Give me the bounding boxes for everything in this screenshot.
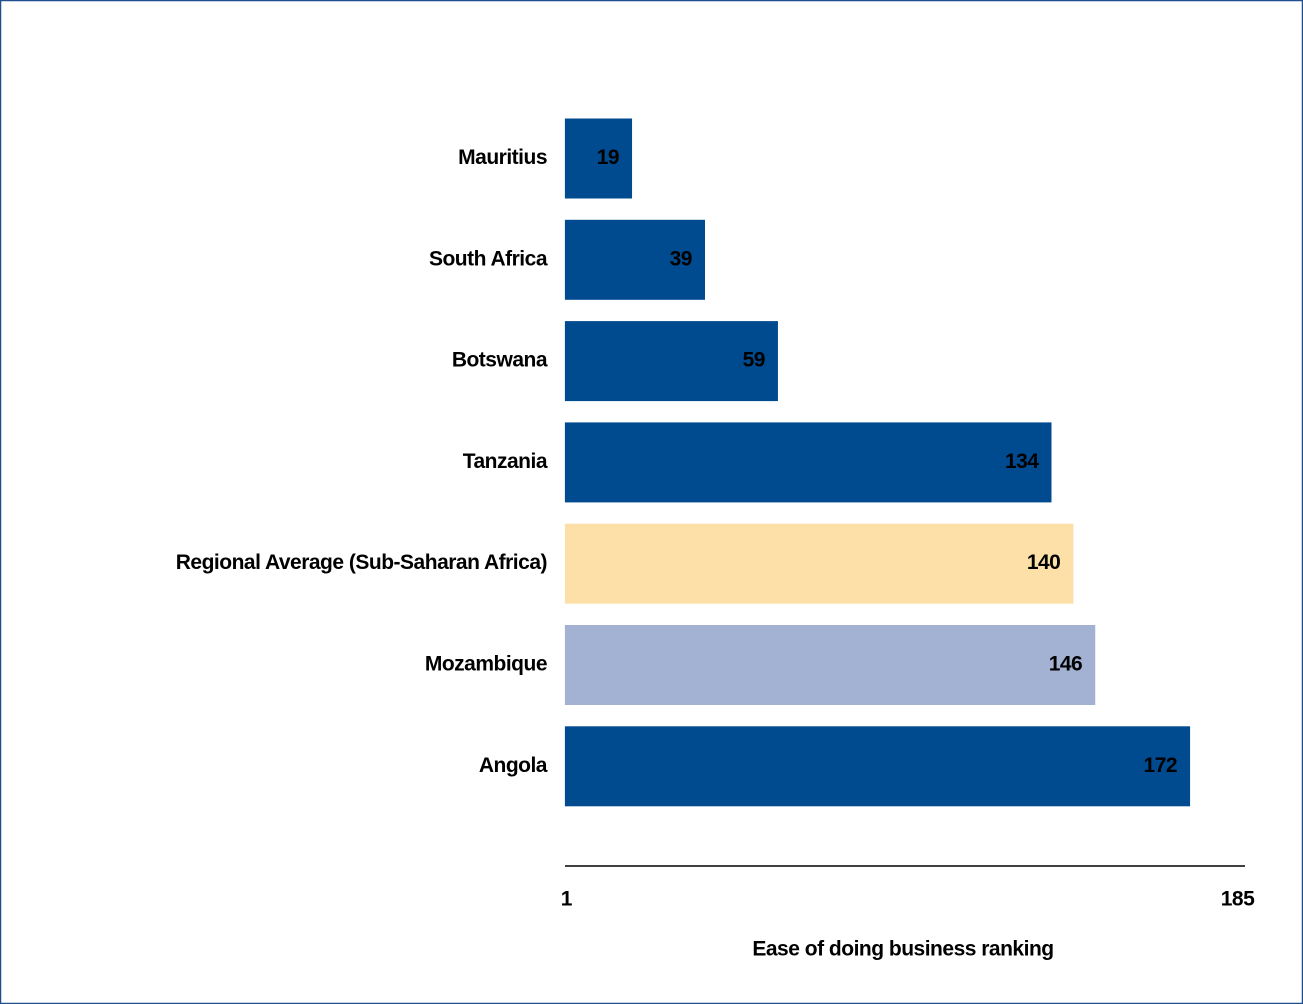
- category-label: Regional Average (Sub-Saharan Africa): [176, 551, 547, 574]
- category-label: Botswana: [452, 349, 548, 372]
- x-tick-label: 1: [561, 888, 573, 911]
- bar: [564, 625, 1096, 705]
- category-label: Mauritius: [458, 146, 547, 169]
- bar: [564, 523, 1074, 604]
- category-label: Angola: [479, 754, 548, 777]
- value-label: 146: [1049, 653, 1083, 676]
- category-label: Tanzania: [463, 450, 548, 473]
- value-label: 134: [1005, 450, 1039, 473]
- bar: [564, 118, 633, 199]
- bar: [564, 219, 705, 300]
- bar: [564, 422, 1052, 503]
- value-label: 19: [597, 146, 619, 169]
- value-label: 172: [1144, 754, 1178, 777]
- bar: [564, 726, 1191, 807]
- value-label: 140: [1027, 551, 1061, 574]
- x-tick-label: 185: [1221, 888, 1255, 911]
- x-axis-label: Ease of doing business ranking: [752, 938, 1053, 961]
- value-label: 39: [670, 247, 692, 270]
- category-label: Mozambique: [425, 653, 547, 676]
- value-label: 59: [743, 349, 765, 372]
- category-label: South Africa: [429, 247, 548, 270]
- bar: [564, 321, 778, 402]
